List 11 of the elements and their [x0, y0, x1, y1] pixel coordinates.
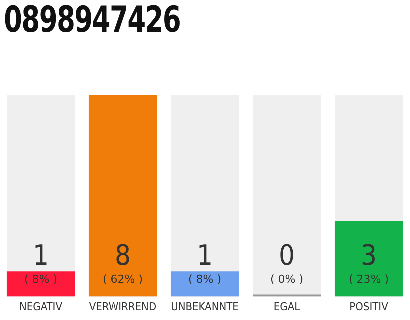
data-label: 1 ( 8% ) [24, 238, 58, 286]
x-tick-label: VERWIRREND [89, 300, 157, 314]
x-tick-label: NEGATIV [20, 300, 63, 314]
data-label: 8 ( 62% ) [102, 238, 144, 286]
x-tick-label: UNBEKANNTE [171, 300, 239, 314]
data-label: 3 ( 23% ) [348, 238, 390, 286]
chart-title: 0898947426 [4, 0, 181, 41]
data-label: 0 ( 0% ) [270, 238, 304, 286]
x-tick-label: EGAL [274, 300, 301, 314]
data-label: 1 ( 8% ) [188, 238, 222, 286]
x-tick-label: POSITIV [350, 300, 389, 314]
